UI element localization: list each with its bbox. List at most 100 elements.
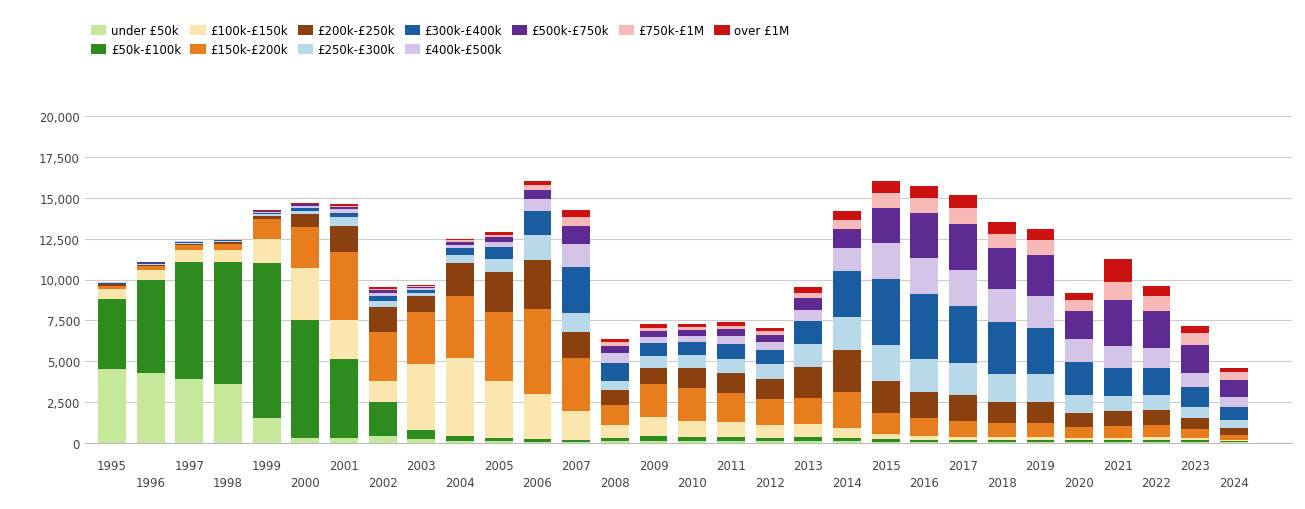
Bar [407, 430, 436, 440]
Bar [1143, 296, 1171, 311]
Bar [756, 350, 783, 364]
Text: 2018: 2018 [987, 476, 1017, 489]
Bar [716, 344, 745, 359]
Bar [639, 337, 667, 344]
Legend: under £50k, £50k-£100k, £100k-£150k, £150k-£200k, £200k-£250k, £250k-£300k, £300: under £50k, £50k-£100k, £100k-£150k, £15… [91, 25, 790, 57]
Bar [1143, 368, 1171, 395]
Bar [795, 310, 822, 322]
Bar [949, 306, 977, 363]
Bar [600, 381, 629, 391]
Bar [833, 230, 861, 249]
Bar [679, 336, 706, 343]
Bar [407, 291, 436, 293]
Bar [1181, 326, 1210, 334]
Bar [446, 241, 474, 242]
Bar [911, 360, 938, 392]
Bar [1104, 426, 1131, 438]
Bar [407, 289, 436, 291]
Bar [523, 211, 552, 236]
Bar [330, 252, 358, 321]
Bar [1143, 440, 1171, 442]
Bar [872, 442, 899, 443]
Text: 2024: 2024 [1219, 476, 1249, 489]
Bar [523, 394, 552, 439]
Text: 2017: 2017 [949, 460, 977, 472]
Bar [1220, 435, 1248, 440]
Bar [407, 296, 436, 313]
Bar [1181, 429, 1210, 438]
Bar [562, 218, 590, 227]
Bar [988, 440, 1015, 442]
Bar [1181, 387, 1210, 407]
Bar [988, 223, 1015, 234]
Bar [716, 441, 745, 443]
Bar [639, 325, 667, 328]
Bar [1181, 373, 1210, 387]
Bar [369, 301, 397, 307]
Bar [175, 379, 204, 443]
Bar [716, 374, 745, 393]
Bar [1027, 402, 1054, 423]
Bar [1104, 411, 1131, 426]
Bar [1181, 334, 1210, 345]
Bar [872, 381, 899, 413]
Bar [795, 398, 822, 424]
Bar [137, 265, 164, 267]
Bar [485, 441, 513, 443]
Bar [1181, 438, 1210, 440]
Bar [253, 264, 281, 418]
Bar [795, 344, 822, 367]
Bar [1027, 230, 1054, 241]
Bar [639, 356, 667, 368]
Bar [407, 440, 436, 443]
Bar [1220, 369, 1248, 373]
Bar [600, 343, 629, 346]
Bar [1027, 256, 1054, 296]
Bar [1027, 296, 1054, 329]
Bar [291, 204, 320, 205]
Bar [639, 331, 667, 337]
Bar [1220, 373, 1248, 380]
Bar [1143, 410, 1171, 425]
Bar [1220, 440, 1248, 441]
Bar [369, 293, 397, 296]
Bar [1220, 380, 1248, 398]
Bar [446, 249, 474, 256]
Bar [562, 333, 590, 359]
Bar [988, 234, 1015, 249]
Bar [1181, 442, 1210, 443]
Bar [1065, 362, 1094, 395]
Bar [523, 236, 552, 260]
Bar [872, 193, 899, 208]
Bar [562, 411, 590, 440]
Bar [407, 364, 436, 430]
Bar [523, 442, 552, 443]
Bar [872, 280, 899, 345]
Bar [833, 438, 861, 441]
Bar [137, 280, 164, 373]
Bar [523, 309, 552, 394]
Bar [291, 205, 320, 207]
Bar [795, 424, 822, 437]
Bar [137, 270, 164, 280]
Bar [137, 267, 164, 270]
Text: 2003: 2003 [407, 460, 436, 472]
Bar [716, 326, 745, 330]
Bar [1065, 428, 1094, 438]
Bar [1143, 437, 1171, 440]
Bar [98, 299, 125, 370]
Bar [407, 286, 436, 287]
Bar [1065, 300, 1094, 312]
Bar [330, 210, 358, 213]
Bar [911, 199, 938, 213]
Bar [911, 259, 938, 295]
Bar [485, 272, 513, 313]
Bar [1065, 340, 1094, 362]
Bar [756, 328, 783, 332]
Bar [562, 245, 590, 268]
Bar [330, 321, 358, 360]
Bar [911, 187, 938, 199]
Bar [562, 313, 590, 333]
Bar [679, 327, 706, 330]
Bar [600, 425, 629, 438]
